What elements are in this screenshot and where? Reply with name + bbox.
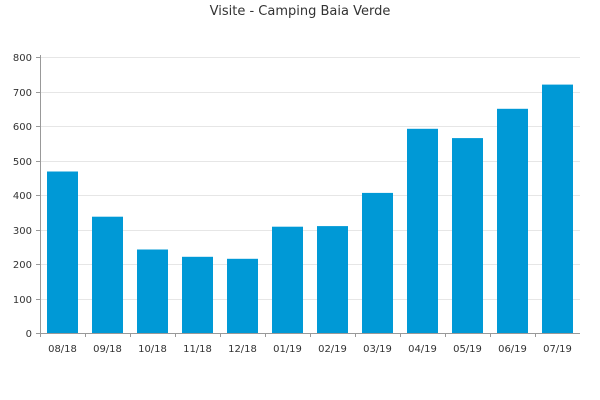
y-tick-label: 300 [13,226,32,237]
x-tick-label: 02/19 [318,344,347,355]
x-tick-label: 12/18 [228,344,257,355]
x-tick-label: 06/19 [498,344,527,355]
y-tick-labels: 0 100 200 300 400 500 600 700 800 [13,53,32,340]
bar [182,256,213,333]
y-tick-label: 400 [13,191,32,202]
y-tick-label: 500 [13,157,32,168]
x-tick-label: 08/18 [48,344,77,355]
y-tick-label: 0 [26,329,32,340]
y-tick-label: 800 [13,53,32,64]
y-tick-label: 100 [13,295,32,306]
bar [317,226,348,333]
bars [47,84,573,334]
bar [272,226,303,333]
bar [137,249,168,333]
x-tick-label: 07/19 [543,344,572,355]
x-tick-label: 09/18 [93,344,122,355]
bar [92,216,123,333]
bar [542,84,573,333]
x-tick-label: 11/18 [183,344,212,355]
x-tick-labels: 08/18 09/18 10/18 11/18 12/18 01/19 02/19 03/19… [48,344,572,355]
x-tick-label: 05/19 [453,344,482,355]
axes [36,55,580,337]
bar [497,108,528,334]
bar [227,258,258,333]
y-tick-label: 200 [13,260,32,271]
x-tick-label: 04/19 [408,344,437,355]
x-tick-label: 03/19 [363,344,392,355]
gridlines [40,57,580,300]
y-tick-label: 700 [13,88,32,99]
chart-title: Visite - Camping Baia Verde [209,4,391,19]
y-tick-label: 600 [13,122,32,133]
bar [407,128,438,333]
bar [47,171,78,333]
bar [452,138,483,333]
x-tick-label: 01/19 [273,344,302,355]
x-tick-label: 10/18 [138,344,167,355]
bar [362,192,393,333]
